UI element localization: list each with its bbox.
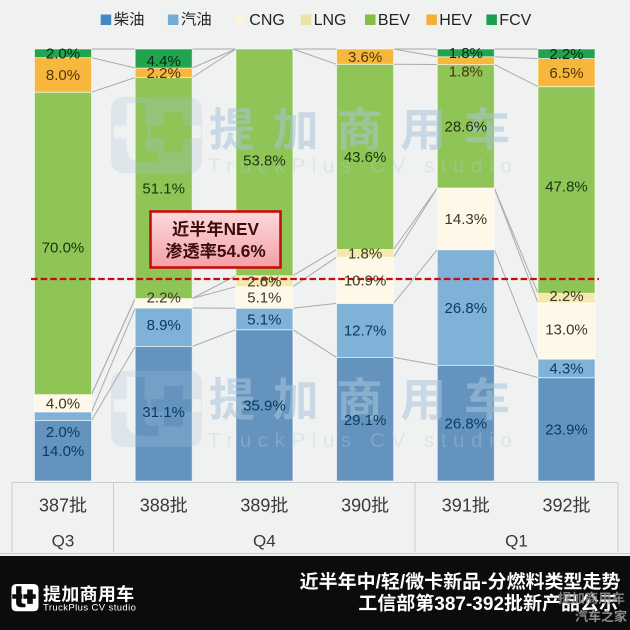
svg-text:392: 392	[543, 496, 573, 516]
svg-text:70.0%: 70.0%	[42, 239, 85, 256]
svg-text:2.2%: 2.2%	[147, 289, 181, 306]
svg-text:14.0%: 14.0%	[42, 443, 85, 460]
svg-text:TruckPlus CV studio: TruckPlus CV studio	[208, 155, 518, 178]
svg-text:HEV: HEV	[439, 12, 472, 29]
svg-text:47.8%: 47.8%	[545, 178, 588, 195]
svg-text:/: /	[400, 572, 406, 593]
svg-text:2.2%: 2.2%	[549, 46, 583, 63]
svg-text:2.0%: 2.0%	[46, 424, 80, 441]
svg-text:3.6%: 3.6%	[348, 49, 382, 66]
svg-text:FCV: FCV	[499, 12, 531, 29]
svg-text:26.8%: 26.8%	[445, 416, 488, 433]
svg-text:51.1%: 51.1%	[142, 180, 185, 197]
svg-text:29.1%: 29.1%	[344, 412, 387, 429]
svg-text:BEV: BEV	[378, 12, 410, 29]
svg-text:2.0%: 2.0%	[46, 46, 80, 63]
svg-text:/: /	[376, 572, 382, 593]
svg-text:5.1%: 5.1%	[247, 290, 281, 307]
svg-text:Q1: Q1	[505, 532, 528, 551]
svg-text:4.3%: 4.3%	[549, 361, 583, 378]
svg-text:1.8%: 1.8%	[348, 246, 382, 263]
svg-text:43.6%: 43.6%	[344, 149, 387, 166]
svg-text:-: -	[481, 572, 487, 593]
svg-text:31.1%: 31.1%	[142, 404, 185, 421]
svg-text:26.8%: 26.8%	[445, 300, 488, 317]
svg-text:Q4: Q4	[253, 532, 276, 551]
svg-text:23.9%: 23.9%	[545, 422, 588, 439]
svg-text:2.2%: 2.2%	[549, 288, 583, 305]
svg-text:391: 391	[442, 496, 472, 516]
svg-text:387: 387	[39, 496, 69, 516]
svg-text:1.8%: 1.8%	[449, 63, 483, 80]
svg-text:2.2%: 2.2%	[147, 65, 181, 82]
svg-text:5.1%: 5.1%	[247, 311, 281, 328]
svg-text:8.9%: 8.9%	[147, 317, 181, 334]
svg-text:13.0%: 13.0%	[545, 321, 588, 338]
svg-text:389: 389	[240, 496, 270, 516]
svg-text:387-392: 387-392	[434, 594, 504, 615]
svg-text:4.0%: 4.0%	[46, 396, 80, 413]
svg-text:388: 388	[140, 496, 170, 516]
svg-text:TruckPlus CV studio: TruckPlus CV studio	[43, 603, 136, 614]
svg-text:54.6%: 54.6%	[217, 241, 266, 261]
svg-text:53.8%: 53.8%	[243, 152, 286, 169]
svg-text:390: 390	[341, 496, 371, 516]
svg-text:28.6%: 28.6%	[445, 119, 488, 136]
svg-text:6.5%: 6.5%	[549, 65, 583, 82]
svg-text:10.9%: 10.9%	[344, 273, 387, 290]
svg-text:Q3: Q3	[52, 532, 75, 551]
svg-text:14.3%: 14.3%	[445, 211, 488, 228]
svg-text:NEV: NEV	[224, 219, 260, 239]
svg-text:TruckPlus CV studio: TruckPlus CV studio	[208, 429, 518, 452]
svg-text:CNG: CNG	[249, 12, 285, 29]
svg-text:12.7%: 12.7%	[344, 323, 387, 340]
svg-text:2.6%: 2.6%	[247, 274, 281, 291]
svg-text:LNG: LNG	[314, 12, 347, 29]
svg-text:8.0%: 8.0%	[46, 67, 80, 84]
svg-text:4.4%: 4.4%	[147, 53, 181, 70]
svg-text:35.9%: 35.9%	[243, 398, 286, 415]
svg-text:1.8%: 1.8%	[449, 45, 483, 62]
